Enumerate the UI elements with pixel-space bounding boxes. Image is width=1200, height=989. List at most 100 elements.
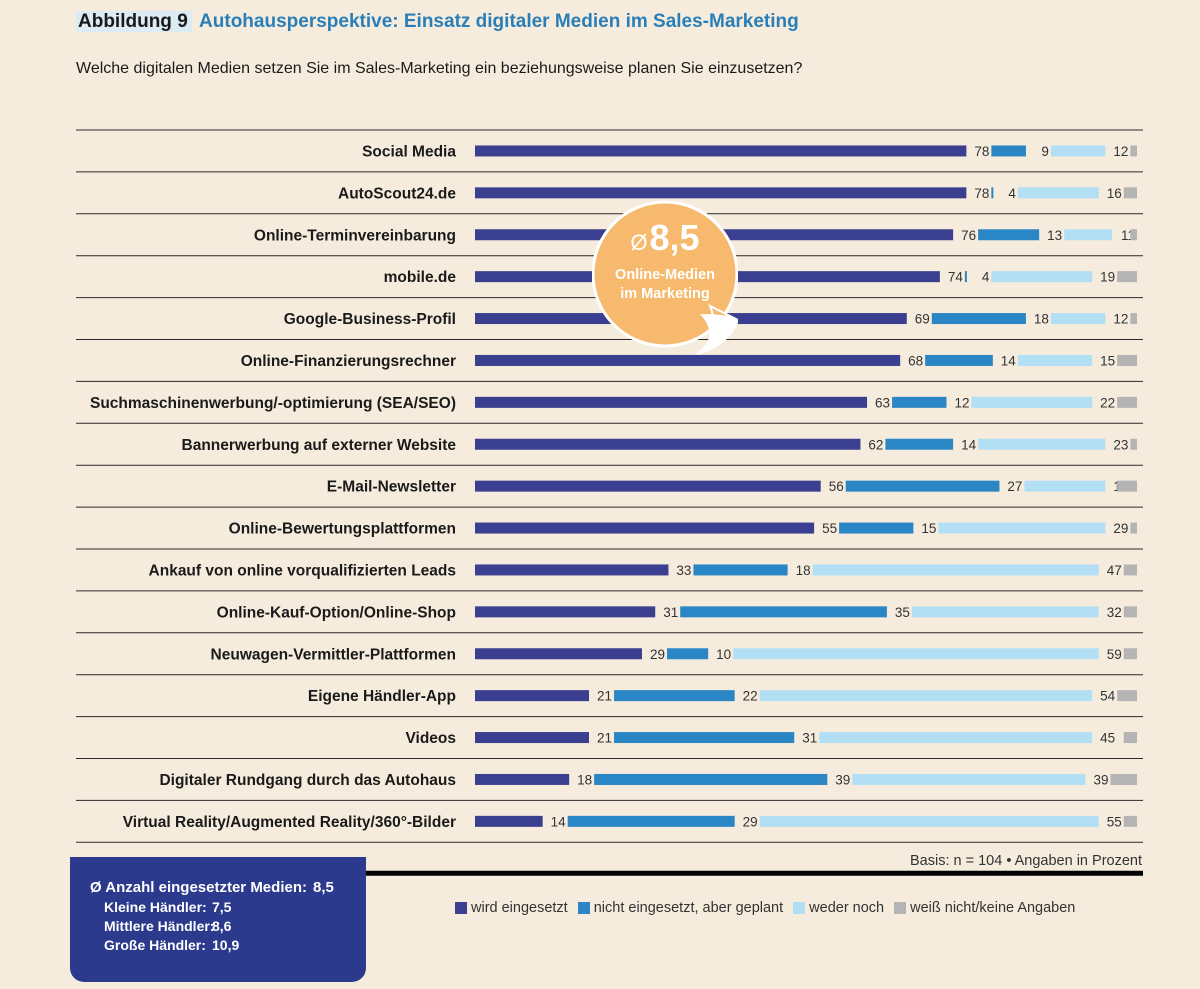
bar-neither	[991, 271, 1093, 283]
bar-unknown	[1130, 229, 1137, 241]
value-label-neither: 16	[1107, 186, 1122, 201]
info-row-label: Kleine Händler:	[104, 899, 207, 915]
value-label-used: 21	[597, 689, 612, 704]
badge-text-line-1: Online-Medien	[615, 267, 715, 283]
bar-unknown	[1130, 438, 1137, 450]
legend-label-used: wird eingesetzt	[471, 900, 568, 916]
bar-planned	[991, 187, 994, 199]
bar-unknown	[1117, 396, 1137, 408]
value-label-planned: 4	[1008, 186, 1016, 201]
bar-planned	[964, 271, 967, 283]
basis-note: Basis: n = 104 • Angaben in Prozent	[910, 853, 1142, 869]
value-label-used: 31	[663, 605, 678, 620]
info-row-label: Mittlere Händler:	[104, 918, 215, 934]
value-label-used: 74	[948, 270, 964, 285]
legend-item-unknown: weiß nicht/keine Angaben	[894, 900, 1075, 916]
legend-swatch-unknown	[894, 902, 907, 914]
bar-planned	[892, 396, 947, 408]
bar-planned	[567, 815, 735, 827]
value-label-neither: 54	[1100, 689, 1116, 704]
category-label: Suchmaschinenwerbung/-optimierung (SEA/S…	[90, 395, 456, 412]
value-label-planned: 39	[835, 772, 850, 787]
value-label-used: 68	[908, 353, 923, 368]
legend-label-planned: nicht eingesetzt, aber geplant	[593, 900, 784, 916]
value-label-neither: 15	[1100, 353, 1115, 368]
value-label-neither: 12	[1113, 144, 1128, 159]
bar-unknown	[1110, 773, 1137, 785]
value-label-used: 62	[868, 437, 883, 452]
average-count-box: Ø Anzahl eingesetzter Medien: 8,5 Kleine …	[70, 857, 366, 982]
value-label-used: 33	[676, 563, 691, 578]
info-box-title: Ø Anzahl eingesetzter Medien: 8,5	[90, 879, 366, 896]
value-label-planned: 13	[1047, 228, 1062, 243]
bar-used	[475, 606, 656, 618]
value-label-used: 18	[577, 772, 592, 787]
category-label: Social Media	[362, 143, 456, 160]
category-label: Ankauf von online vorqualifizierten Lead…	[149, 562, 456, 579]
value-label-used: 56	[829, 479, 844, 494]
bar-planned	[693, 564, 788, 576]
value-label-neither: 59	[1107, 647, 1122, 662]
bar-neither	[759, 815, 1099, 827]
bar-planned	[614, 732, 795, 744]
badge-number: 8,5	[649, 217, 700, 258]
value-label-planned: 15	[921, 521, 936, 536]
info-row-value: 10,9	[212, 937, 240, 953]
category-label: Neuwagen-Vermittler-Plattformen	[211, 646, 456, 663]
bar-planned	[839, 522, 914, 534]
category-label: Google-Business-Profil	[284, 311, 456, 328]
bar-unknown	[1123, 732, 1137, 744]
value-label-used: 55	[822, 521, 837, 536]
value-label-used: 69	[915, 312, 930, 327]
bar-unknown	[1117, 480, 1137, 492]
bar-planned	[925, 354, 993, 366]
bar-neither	[812, 564, 1099, 576]
bar-used	[475, 187, 967, 199]
legend-swatch-neither	[793, 902, 806, 914]
value-label-planned: 12	[954, 395, 969, 410]
category-label: Videos	[405, 730, 456, 747]
bar-planned	[931, 313, 1026, 325]
value-label-planned: 10	[716, 647, 731, 662]
bar-neither	[1064, 229, 1112, 241]
badge-text-line-2: im Marketing	[620, 286, 710, 302]
bar-unknown	[1123, 187, 1137, 199]
info-row-value: 8,6	[212, 918, 232, 934]
category-label: Bannerwerbung auf externer Website	[182, 437, 457, 454]
figure-heading: Abbildung 9 Autohausperspektive: Einsatz…	[76, 8, 799, 36]
value-label-neither: 55	[1107, 814, 1122, 829]
info-row-label: Große Händler:	[104, 937, 206, 953]
value-label-neither: 47	[1107, 563, 1122, 578]
info-box-title-value: 8,5	[312, 879, 334, 896]
bar-neither	[1050, 313, 1106, 325]
value-label-neither: 45	[1100, 731, 1115, 746]
bar-planned	[978, 229, 1040, 241]
value-label-neither: 23	[1113, 437, 1128, 452]
value-label-used: 78	[974, 144, 989, 159]
figure-label: Abbildung 9	[76, 11, 192, 32]
badge-value: Ø8,5	[592, 218, 738, 263]
bar-used	[475, 396, 868, 408]
bar-neither	[938, 522, 1106, 534]
bar-used	[475, 690, 590, 702]
bar-planned	[614, 690, 735, 702]
info-row-medium-dealers: Mittlere Händler:8,6	[90, 918, 366, 934]
bar-unknown	[1123, 648, 1137, 660]
value-label-planned: 31	[802, 731, 817, 746]
legend-swatch-used	[455, 902, 467, 914]
average-media-badge: Ø8,5 Online-Medien im Marketing	[592, 196, 738, 356]
info-row-value: 7,5	[212, 899, 232, 915]
bar-neither	[733, 648, 1099, 660]
category-label: mobile.de	[384, 269, 457, 286]
bar-unknown	[1123, 564, 1137, 576]
legend-label-neither: weder noch	[809, 900, 885, 916]
value-label-used: 76	[961, 228, 976, 243]
bar-neither	[911, 606, 1099, 618]
value-label-used: 14	[551, 814, 567, 829]
bar-neither	[1024, 480, 1106, 492]
value-label-planned: 29	[743, 814, 758, 829]
value-label-planned: 14	[961, 437, 977, 452]
value-label-planned: 9	[1041, 144, 1049, 159]
legend-item-neither: weder noch	[793, 900, 884, 916]
figure-title: Autohausperspektive: Einsatz digitaler M…	[199, 11, 799, 32]
